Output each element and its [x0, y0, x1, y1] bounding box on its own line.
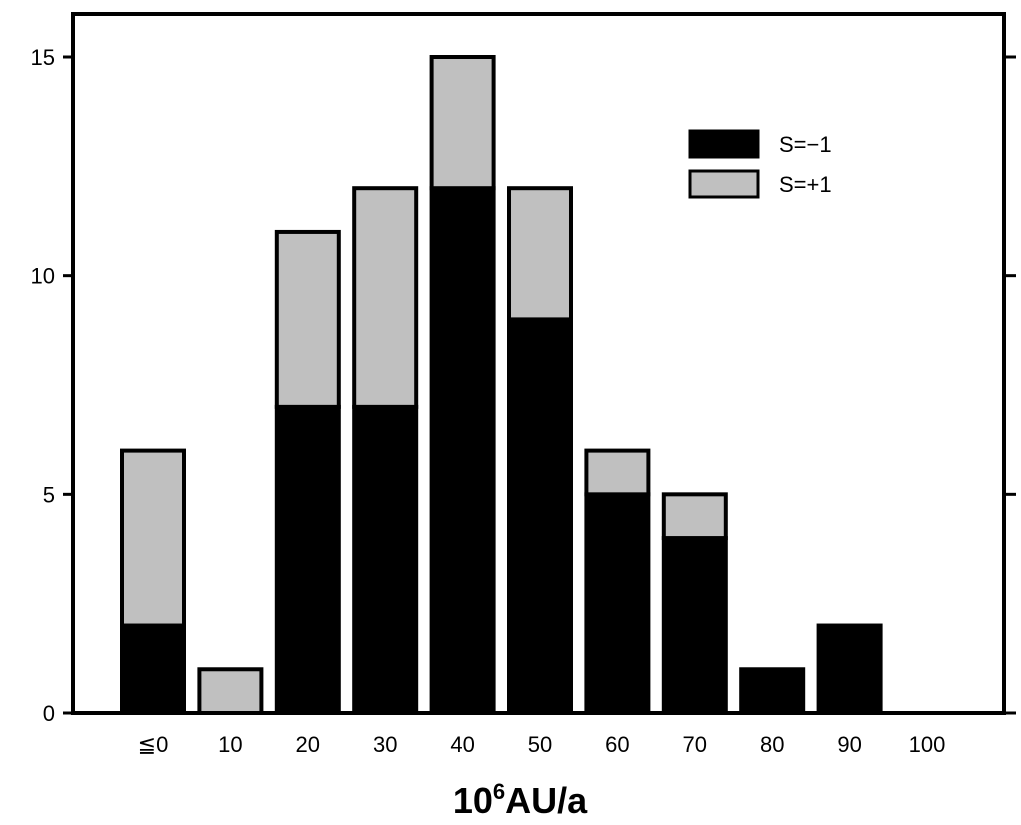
y-tick-label-15: 15	[31, 45, 55, 70]
bar-s-plus-1-0	[120, 448, 186, 628]
x-tick-label-3: 30	[373, 732, 397, 757]
bar-s-plus-1-3	[352, 186, 419, 409]
x-axis-label: 106AU/a	[453, 779, 588, 821]
bars-group	[120, 55, 883, 716]
y-axis-ticks: 0 5 10 15	[31, 45, 1016, 726]
bar-s-minus-1-0	[120, 623, 186, 715]
x-tick-label-5: 50	[528, 732, 552, 757]
legend-label-s-minus-1: S=−1	[779, 132, 832, 157]
bar-s-plus-1-5	[507, 186, 573, 322]
bar-s-minus-1-6	[584, 492, 651, 716]
y-tick-label-5: 5	[43, 482, 55, 507]
x-tick-label-7: 70	[683, 732, 707, 757]
x-tick-label-4: 40	[450, 732, 474, 757]
bar-s-plus-1-7	[661, 492, 728, 541]
x-tick-label-0: ≦0	[138, 732, 169, 757]
x-tick-label-10: 100	[909, 732, 946, 757]
y-tick-label-10: 10	[31, 264, 55, 289]
bar-s-plus-1-6	[584, 448, 651, 497]
bar-s-plus-1-1	[197, 667, 264, 715]
x-tick-label-6: 60	[605, 732, 629, 757]
bar-s-minus-1-5	[507, 317, 573, 715]
bar-s-minus-1-9	[816, 623, 883, 715]
x-tick-label-8: 80	[760, 732, 784, 757]
x-tick-label-2: 20	[296, 732, 320, 757]
legend-swatch-s-plus-1	[688, 169, 760, 199]
x-axis-ticks: ≦0 10 20 30 40 50 60 70 80 90 100	[138, 732, 946, 757]
bar-s-minus-1-4	[429, 186, 496, 715]
plot-frame	[71, 12, 1006, 715]
x-axis-label-base: 10	[453, 780, 493, 821]
legend-swatch-s-minus-1	[688, 129, 760, 159]
bar-s-plus-1-4	[429, 55, 496, 191]
bar-s-minus-1-8	[739, 667, 806, 715]
y-tick-label-0: 0	[43, 701, 55, 726]
bar-s-minus-1-7	[661, 536, 728, 715]
legend: S=−1 S=+1	[688, 129, 832, 199]
bar-s-plus-1-2	[274, 229, 341, 409]
x-axis-label-rest: AU/a	[505, 780, 588, 821]
bar-s-minus-1-2	[274, 404, 341, 715]
bar-s-minus-1-3	[352, 404, 419, 715]
x-axis-label-superscript: 6	[493, 779, 505, 804]
x-tick-label-1: 10	[218, 732, 242, 757]
x-tick-label-9: 90	[837, 732, 861, 757]
legend-label-s-plus-1: S=+1	[779, 172, 832, 197]
